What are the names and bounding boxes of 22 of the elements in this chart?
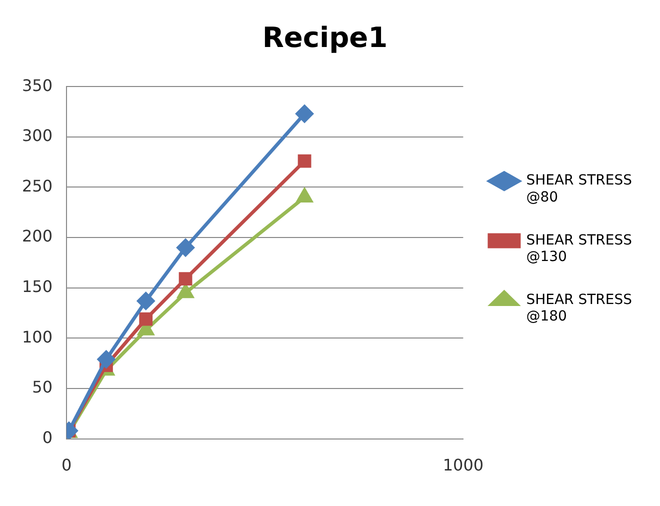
- y-tick-label: 250: [22, 176, 53, 196]
- point: [178, 272, 192, 286]
- point: [178, 284, 194, 298]
- y-tick-label: 100: [22, 327, 53, 346]
- point: [97, 350, 115, 368]
- x-tick-label: 1000: [442, 456, 484, 475]
- legend-label: SHEAR STRESS @180: [526, 292, 632, 325]
- point: [137, 292, 155, 310]
- y-tick-label: 300: [22, 126, 53, 146]
- y-tick-label: 200: [22, 226, 53, 246]
- point: [176, 238, 194, 256]
- chart-title: Recipe1: [262, 21, 388, 54]
- legend-label: SHEAR STRESS @130: [526, 232, 632, 266]
- y-tick-label: 0: [42, 428, 53, 447]
- y-tick-label: 350: [22, 76, 53, 95]
- point: [298, 154, 312, 168]
- point: [296, 105, 314, 123]
- point: [296, 188, 312, 203]
- y-tick-label: 150: [22, 277, 53, 296]
- legend-label: SHEAR STRESS @80: [526, 172, 632, 206]
- y-tick-label: 50: [32, 378, 53, 397]
- point: [139, 312, 153, 326]
